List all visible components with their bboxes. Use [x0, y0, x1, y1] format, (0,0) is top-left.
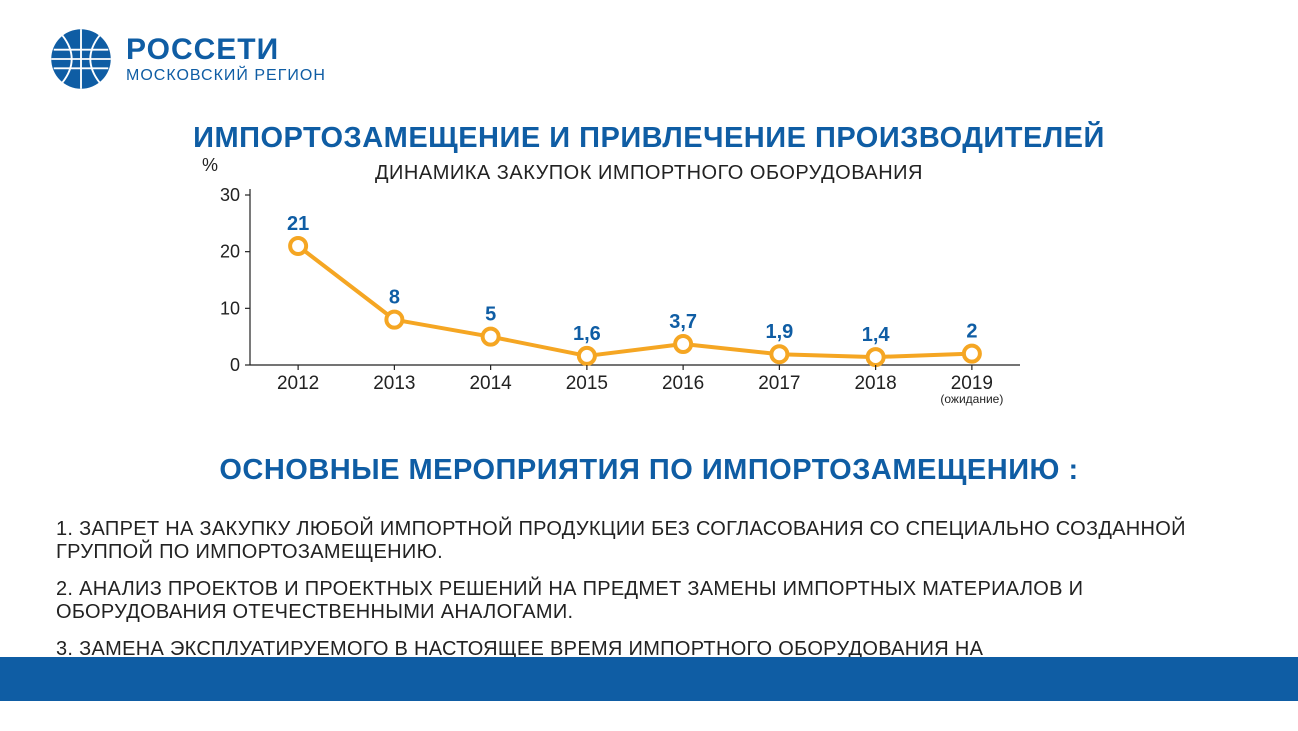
page-title: ИМПОРТОЗАМЕЩЕНИЕ И ПРИВЛЕЧЕНИЕ ПРОИЗВОДИ…	[0, 122, 1298, 155]
svg-text:20: 20	[220, 242, 240, 262]
svg-text:2018: 2018	[854, 373, 896, 394]
bullet-list: 1. ЗАПРЕТ НА ЗАКУПКУ ЛЮБОЙ ИМПОРТНОЙ ПРО…	[56, 518, 1258, 661]
svg-text:2016: 2016	[662, 373, 704, 394]
y-axis-unit: %	[202, 155, 218, 176]
bullet-item: 2. АНАЛИЗ ПРОЕКТОВ И ПРОЕКТНЫХ РЕШЕНИЙ Н…	[56, 578, 1258, 624]
svg-text:2014: 2014	[469, 373, 512, 394]
chart-svg: 0 10 20 30 21 2012 8 2013 5 2014 1,6 2015 3,7 2016 1,9…	[220, 175, 1040, 425]
svg-text:30: 30	[220, 185, 240, 205]
svg-text:2015: 2015	[566, 373, 608, 394]
logo-block: РОССЕТИ МОСКОВСКИЙ РЕГИОН	[50, 28, 326, 90]
svg-text:5: 5	[485, 304, 496, 326]
svg-text:2012: 2012	[277, 373, 319, 394]
bullet-item: 1. ЗАПРЕТ НА ЗАКУПКУ ЛЮБОЙ ИМПОРТНОЙ ПРО…	[56, 518, 1258, 564]
line-chart: % 010203021201282013520141,620153,720161…	[220, 175, 1040, 425]
svg-text:21: 21	[287, 213, 309, 235]
svg-text:10: 10	[220, 298, 240, 318]
svg-text:2017: 2017	[758, 373, 800, 394]
svg-text:8: 8	[389, 287, 400, 309]
svg-text:1,4: 1,4	[862, 324, 891, 346]
svg-text:(ожидание): (ожидание)	[940, 392, 1003, 406]
svg-text:1,9: 1,9	[765, 321, 793, 343]
svg-text:2019: 2019	[951, 373, 993, 394]
logo-text: РОССЕТИ МОСКОВСКИЙ РЕГИОН	[126, 33, 326, 85]
svg-text:1,6: 1,6	[573, 323, 601, 345]
footer-bar	[0, 657, 1298, 701]
section-title: ОСНОВНЫЕ МЕРОПРИЯТИЯ ПО ИМПОРТОЗАМЕЩЕНИЮ…	[0, 454, 1298, 487]
svg-text:2013: 2013	[373, 373, 415, 394]
rosseti-logo-icon	[50, 28, 112, 90]
svg-text:0: 0	[230, 355, 240, 375]
logo-title: РОССЕТИ	[126, 33, 326, 67]
svg-text:2: 2	[966, 321, 977, 343]
logo-subtitle: МОСКОВСКИЙ РЕГИОН	[126, 67, 326, 85]
svg-text:3,7: 3,7	[669, 311, 697, 333]
